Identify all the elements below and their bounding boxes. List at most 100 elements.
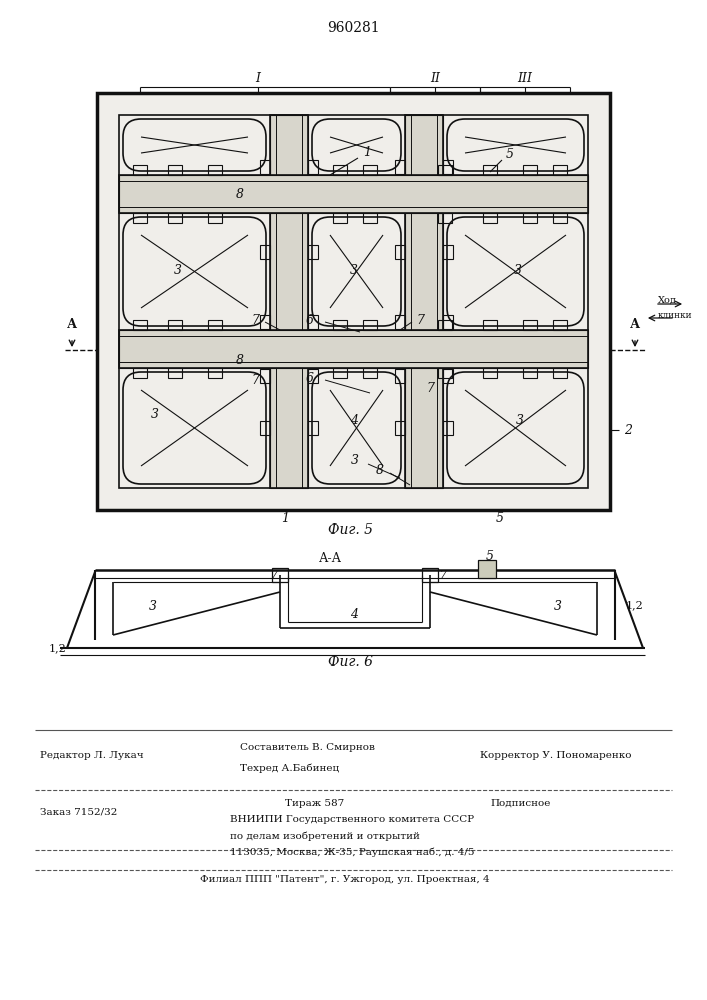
Text: 7: 7 bbox=[426, 381, 434, 394]
Text: клинки: клинки bbox=[658, 310, 693, 320]
Bar bbox=[208, 320, 222, 330]
Text: 4: 4 bbox=[350, 608, 358, 621]
Text: Корректор У. Пономаренко: Корректор У. Пономаренко bbox=[480, 750, 631, 760]
Text: А: А bbox=[630, 318, 640, 332]
Bar bbox=[443, 421, 453, 435]
Bar bbox=[208, 213, 222, 223]
Bar bbox=[119, 175, 588, 213]
Text: 8: 8 bbox=[376, 464, 384, 477]
Text: 3: 3 bbox=[514, 263, 522, 276]
Bar bbox=[405, 115, 443, 488]
Text: Фиг. 5: Фиг. 5 bbox=[327, 523, 373, 537]
Bar bbox=[523, 165, 537, 175]
Bar bbox=[133, 165, 147, 175]
Bar bbox=[119, 115, 588, 488]
Text: II: II bbox=[430, 73, 440, 86]
Bar bbox=[438, 320, 452, 330]
Bar bbox=[395, 421, 405, 435]
Text: 5: 5 bbox=[496, 512, 504, 524]
Text: 6: 6 bbox=[306, 371, 314, 384]
Text: А: А bbox=[67, 318, 77, 332]
Text: 2: 2 bbox=[624, 424, 632, 436]
Bar bbox=[443, 315, 453, 329]
Bar bbox=[168, 368, 182, 378]
Bar bbox=[438, 165, 452, 175]
Text: 3: 3 bbox=[151, 408, 159, 422]
Bar bbox=[119, 175, 588, 213]
Bar bbox=[133, 320, 147, 330]
Bar bbox=[308, 245, 318, 259]
Bar bbox=[438, 213, 452, 223]
Bar bbox=[523, 320, 537, 330]
Bar bbox=[168, 320, 182, 330]
Text: 3: 3 bbox=[149, 600, 157, 613]
Bar bbox=[333, 320, 347, 330]
Text: 5: 5 bbox=[506, 148, 514, 161]
Text: 8: 8 bbox=[236, 354, 244, 366]
Bar bbox=[333, 368, 347, 378]
Text: 1,2: 1,2 bbox=[49, 643, 67, 653]
Text: 1,2: 1,2 bbox=[626, 600, 644, 610]
Bar bbox=[208, 368, 222, 378]
Text: 113035, Москва, Ж-35, Раушская наб., д. 4/5: 113035, Москва, Ж-35, Раушская наб., д. … bbox=[230, 847, 474, 857]
Text: Филиал ППП "Патент", г. Ужгород, ул. Проектная, 4: Филиал ППП "Патент", г. Ужгород, ул. Про… bbox=[200, 876, 490, 884]
Bar bbox=[483, 213, 497, 223]
Text: 7: 7 bbox=[271, 570, 278, 580]
Text: Составитель В. Смирнов: Составитель В. Смирнов bbox=[240, 744, 375, 752]
Text: 4: 4 bbox=[350, 414, 358, 426]
Bar bbox=[270, 115, 308, 488]
Text: 3: 3 bbox=[516, 414, 524, 426]
Text: III: III bbox=[518, 73, 532, 86]
Bar bbox=[333, 165, 347, 175]
Bar bbox=[333, 213, 347, 223]
Bar bbox=[363, 213, 377, 223]
Text: 3: 3 bbox=[351, 454, 359, 466]
Bar bbox=[395, 245, 405, 259]
Text: 3: 3 bbox=[554, 600, 562, 613]
Text: 7: 7 bbox=[251, 314, 259, 326]
Bar bbox=[260, 245, 270, 259]
Text: Фиг. 6: Фиг. 6 bbox=[327, 655, 373, 669]
Text: 1: 1 bbox=[281, 512, 289, 524]
Text: 8: 8 bbox=[236, 188, 244, 202]
Text: Редактор Л. Лукач: Редактор Л. Лукач bbox=[40, 750, 144, 760]
Text: I: I bbox=[255, 73, 260, 86]
Bar bbox=[405, 115, 443, 488]
Bar bbox=[168, 213, 182, 223]
Bar bbox=[438, 368, 452, 378]
Bar bbox=[523, 368, 537, 378]
Bar bbox=[483, 165, 497, 175]
Bar bbox=[272, 568, 288, 582]
Bar bbox=[208, 165, 222, 175]
Text: Техред А.Бабинец: Техред А.Бабинец bbox=[240, 763, 339, 773]
Bar bbox=[363, 320, 377, 330]
Text: 5: 5 bbox=[486, 550, 494, 562]
Bar bbox=[395, 315, 405, 329]
Bar bbox=[395, 160, 405, 174]
Bar bbox=[483, 320, 497, 330]
Bar bbox=[308, 160, 318, 174]
Text: 3: 3 bbox=[174, 263, 182, 276]
Bar bbox=[443, 369, 453, 383]
Bar bbox=[133, 368, 147, 378]
Text: ВНИИПИ Государственного комитета СССР: ВНИИПИ Государственного комитета СССР bbox=[230, 816, 474, 824]
Bar bbox=[308, 421, 318, 435]
Bar bbox=[395, 369, 405, 383]
Text: 3: 3 bbox=[350, 263, 358, 276]
Text: 6: 6 bbox=[306, 314, 314, 326]
Text: 7: 7 bbox=[416, 314, 424, 326]
Bar bbox=[119, 330, 588, 368]
Text: по делам изобретений и открытий: по делам изобретений и открытий bbox=[230, 831, 420, 841]
Bar bbox=[97, 93, 610, 510]
Bar bbox=[553, 320, 567, 330]
Bar bbox=[260, 160, 270, 174]
Bar bbox=[478, 560, 496, 578]
Bar bbox=[553, 213, 567, 223]
Bar bbox=[260, 315, 270, 329]
Bar bbox=[363, 368, 377, 378]
Bar bbox=[260, 421, 270, 435]
Text: А-А: А-А bbox=[318, 552, 341, 564]
Text: 7: 7 bbox=[440, 570, 447, 580]
Bar bbox=[443, 160, 453, 174]
Bar bbox=[422, 568, 438, 582]
